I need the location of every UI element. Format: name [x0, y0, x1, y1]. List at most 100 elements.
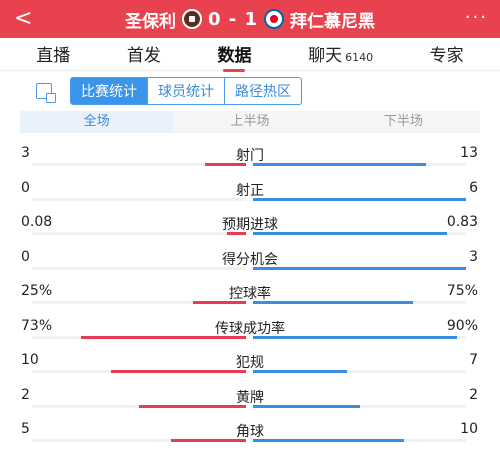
home-bar: [139, 404, 246, 408]
away-bar-track: [253, 370, 466, 373]
home-bar-track: [32, 301, 246, 304]
home-value: 10: [21, 352, 39, 368]
stat-row: 0.08 预期进球 0.83: [0, 208, 500, 243]
away-value: 0.83: [446, 214, 478, 230]
away-value: 10: [460, 421, 478, 437]
home-value: 2: [21, 386, 30, 403]
stat-row: 0 得分机会 3: [0, 243, 500, 278]
back-button[interactable]: <: [14, 6, 33, 31]
away-value: 90%: [446, 317, 478, 334]
stat-row: 73% 传球成功率 90%: [0, 312, 500, 347]
away-team-name: 拜仁慕尼黑: [290, 11, 376, 32]
stats-subnav: 比赛统计 球员统计 路径热区: [0, 75, 500, 107]
home-value: 0.08: [21, 214, 53, 230]
home-value: 25%: [21, 283, 53, 299]
away-bar: [253, 439, 405, 442]
stat-row: 10 犯规 7: [0, 346, 500, 381]
stat-row: 5 角球 10: [0, 415, 500, 450]
period-selector: 全场 上半场 下半场: [20, 111, 480, 133]
home-value: 3: [21, 145, 30, 161]
chat-count-badge: 6140: [345, 51, 374, 64]
home-bar: [171, 439, 246, 442]
away-value: 13: [460, 145, 478, 161]
away-bar-track: [253, 232, 466, 235]
home-bar-track: [32, 232, 246, 235]
home-bar: [192, 301, 246, 304]
stat-label: 传球成功率: [215, 320, 285, 337]
bayern-crest-icon: [264, 9, 285, 29]
stat-row: 3 射门 13: [0, 139, 500, 174]
home-value: 0: [21, 179, 30, 196]
away-bar-track: [253, 197, 466, 201]
home-bar-track: [32, 335, 246, 339]
st-pauli-crest-icon: [181, 9, 202, 29]
stat-row: 2 黄牌 2: [0, 381, 500, 416]
segment-heatmap[interactable]: 路径热区: [224, 78, 301, 104]
away-bar: [253, 163, 426, 166]
period-second-half[interactable]: 下半场: [383, 114, 423, 129]
home-value: 73%: [21, 317, 53, 334]
home-bar: [111, 370, 246, 373]
away-bar: [253, 301, 413, 304]
home-bar: [81, 335, 246, 339]
away-value: 3: [469, 248, 478, 265]
away-bar-track: [253, 301, 466, 304]
away-bar-track: [253, 404, 466, 408]
period-full-match[interactable]: 全场: [20, 111, 174, 133]
away-bar: [253, 232, 447, 235]
stat-label: 射门: [236, 148, 264, 164]
segment-match-stats[interactable]: 比赛统计: [71, 78, 147, 104]
stat-label: 犯规: [236, 355, 264, 371]
away-bar: [253, 370, 347, 373]
away-value: 2: [469, 386, 478, 403]
away-bar-track: [253, 266, 466, 270]
home-bar-track: [32, 163, 246, 166]
home-bar-track: [32, 404, 246, 408]
match-score: 0 - 1: [207, 8, 259, 30]
stat-label: 黄牌: [236, 389, 264, 406]
compare-icon[interactable]: [36, 83, 56, 103]
more-dots-icon[interactable]: ···: [464, 7, 488, 28]
tab-lineup[interactable]: 首发: [127, 41, 161, 70]
stats-segment-control: 比赛统计 球员统计 路径热区: [70, 77, 302, 105]
tab-label: 聊天: [308, 46, 343, 66]
stat-label: 控球率: [229, 286, 271, 302]
home-bar: [205, 163, 246, 166]
home-team-name: 圣保利: [124, 11, 176, 32]
home-bar-track: [32, 266, 246, 270]
away-value: 75%: [446, 283, 478, 299]
tab-label: 首发: [126, 46, 161, 66]
tab-live[interactable]: 直播: [36, 41, 70, 70]
stat-label: 射正: [236, 182, 264, 199]
away-bar-track: [253, 163, 466, 166]
stat-row: 25% 控球率 75%: [0, 277, 500, 312]
segment-player-stats[interactable]: 球员统计: [147, 78, 224, 104]
tab-chat[interactable]: 聊天 6140: [308, 41, 373, 70]
away-bar: [253, 335, 458, 339]
stat-label: 角球: [236, 424, 264, 440]
period-first-half[interactable]: 上半场: [230, 114, 270, 129]
match-summary: 圣保利 0 - 1 拜仁慕尼黑: [125, 7, 375, 32]
away-value: 7: [469, 352, 478, 368]
home-value: 5: [21, 421, 30, 437]
away-value: 6: [469, 179, 478, 196]
stats-list: 3 射门 13 0 射正 6 0.08 预期进球 0.83 0 得分机会 3 2…: [0, 139, 500, 450]
home-bar-track: [32, 370, 246, 373]
away-bar: [253, 197, 466, 201]
tab-label: 数据: [217, 46, 252, 66]
home-value: 0: [21, 248, 30, 265]
match-header: < 圣保利 0 - 1 拜仁慕尼黑 ···: [0, 0, 500, 38]
away-bar: [253, 404, 360, 408]
away-bar-track: [253, 335, 466, 339]
main-tabs: 直播 首发 数据 聊天 6140 专家: [0, 38, 500, 71]
home-bar: [226, 232, 246, 235]
away-bar-track: [253, 439, 466, 442]
stat-label: 得分机会: [222, 251, 278, 268]
stat-row: 0 射正 6: [0, 174, 500, 209]
away-bar: [253, 266, 466, 270]
stat-label: 预期进球: [222, 217, 278, 233]
tab-data[interactable]: 数据: [217, 41, 251, 70]
tab-experts[interactable]: 专家: [430, 41, 464, 70]
home-bar-track: [32, 197, 246, 201]
tab-label: 专家: [429, 46, 464, 66]
